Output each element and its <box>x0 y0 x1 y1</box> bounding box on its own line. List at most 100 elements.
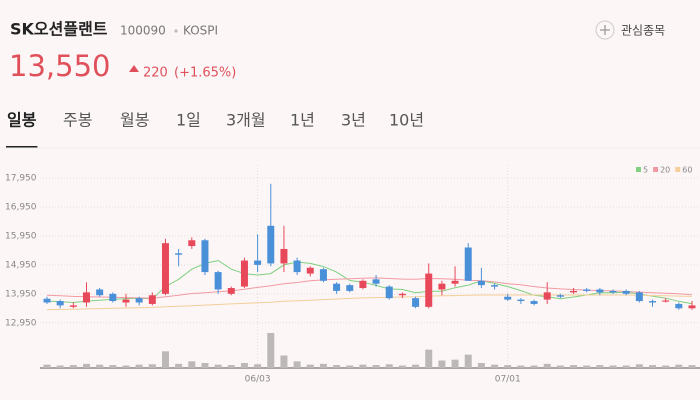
legend-swatch <box>653 167 659 172</box>
volume-bar <box>477 363 485 368</box>
volume-bar <box>161 351 169 368</box>
volume-bar <box>425 349 433 368</box>
candle-body <box>398 293 406 296</box>
plus-icon <box>595 20 615 40</box>
candle-body <box>675 303 683 309</box>
tab[interactable]: 일봉 <box>7 111 37 130</box>
tab[interactable]: 주봉 <box>63 111 92 130</box>
volume-bar <box>122 365 130 368</box>
candle-body <box>412 298 420 307</box>
volume-bar <box>635 364 643 368</box>
volume-bar <box>688 365 696 368</box>
y-tick-label: 14,950 <box>5 260 37 270</box>
volume-bar <box>148 364 156 368</box>
price: 13,550 <box>9 49 110 83</box>
candle-body <box>306 267 314 274</box>
candle-body <box>214 272 222 290</box>
candle-body <box>346 285 354 291</box>
y-tick-label: 16,950 <box>5 202 37 212</box>
candle-body <box>517 299 525 302</box>
volume-bar <box>464 354 472 368</box>
volume-bar <box>583 365 591 368</box>
candle-body <box>583 289 591 291</box>
candle-body <box>319 269 327 281</box>
candle-body <box>267 225 275 264</box>
volume-bar <box>175 363 183 368</box>
separator <box>174 29 178 33</box>
volume-bar <box>254 364 262 368</box>
volume-bar <box>398 365 406 368</box>
tab[interactable]: 1년 <box>290 111 315 130</box>
candle-body <box>135 298 143 303</box>
candle-body <box>188 240 196 247</box>
candle-body <box>227 288 235 294</box>
x-tick-label: 06/03 <box>245 375 271 385</box>
candle-body <box>596 289 604 293</box>
candle-body <box>543 292 551 300</box>
volume-bar <box>201 363 209 368</box>
volume-bar <box>556 365 564 368</box>
candle-body <box>333 283 341 291</box>
candle-body <box>96 289 104 296</box>
tab[interactable]: 1일 <box>176 111 201 130</box>
tab[interactable]: 10년 <box>389 111 424 130</box>
candle-body <box>464 247 472 281</box>
tab[interactable]: 3년 <box>341 111 366 130</box>
tab[interactable]: 월봉 <box>120 111 149 130</box>
candle-body <box>451 280 459 284</box>
candle-body <box>622 290 630 294</box>
ma-line <box>46 294 693 311</box>
tab[interactable]: 3개월 <box>226 111 266 130</box>
y-tick-label: 12,950 <box>5 318 37 328</box>
volume-bar <box>293 361 301 368</box>
candle-body <box>491 285 499 287</box>
candle-body <box>109 293 117 302</box>
volume-bar <box>346 365 354 368</box>
candle-body <box>688 305 696 309</box>
volume-bar <box>530 365 538 368</box>
volume-bar <box>359 364 367 368</box>
candle-body <box>201 240 209 273</box>
volume-bar <box>570 365 578 368</box>
y-tick-label: 17,950 <box>5 174 37 184</box>
candle-body <box>570 290 578 293</box>
volume-bar <box>385 364 393 368</box>
plus-icon <box>600 25 610 35</box>
stock-name: SK오션플랜트 <box>10 20 108 39</box>
volume-bar <box>214 364 222 368</box>
tab-bar: 일봉 주봉 월봉 1일 3개월 1년 3년 10년 <box>6 111 424 148</box>
candle-body <box>530 301 538 304</box>
y-tick-label: 13,950 <box>5 289 37 299</box>
candle-body <box>385 286 393 299</box>
ma-line <box>46 259 693 305</box>
volume-bar <box>69 365 77 368</box>
candle-body <box>635 292 643 302</box>
volume-bar <box>135 364 143 368</box>
volume-bar <box>372 365 380 368</box>
candle-body <box>240 260 248 287</box>
y-tick-label: 15,950 <box>5 231 37 241</box>
market: KOSPI <box>183 24 218 38</box>
candle-body <box>148 295 156 304</box>
candle-body <box>556 295 564 297</box>
legend-label: 5 <box>643 166 648 175</box>
candle-body <box>438 283 446 290</box>
volume-bar <box>438 360 446 368</box>
candle-body <box>43 298 51 303</box>
volume-bar <box>609 365 617 368</box>
volume-bar <box>280 355 288 368</box>
volume-bar <box>517 365 525 368</box>
candle-body <box>280 248 288 264</box>
x-tick-label: 07/01 <box>495 375 521 385</box>
chart: 17,950 16,950 15,950 14,950 13,950 12,950 06/0… <box>5 165 700 385</box>
volume-bar <box>451 359 459 368</box>
volume-bar <box>82 363 90 368</box>
candle-body <box>662 300 670 302</box>
volume-bar <box>504 365 512 368</box>
volume-bar <box>662 365 670 368</box>
volume-bar <box>333 365 341 368</box>
change: 220 <box>143 66 168 81</box>
candle-body <box>372 279 380 284</box>
watch-button[interactable]: 관심종목 <box>595 20 665 40</box>
